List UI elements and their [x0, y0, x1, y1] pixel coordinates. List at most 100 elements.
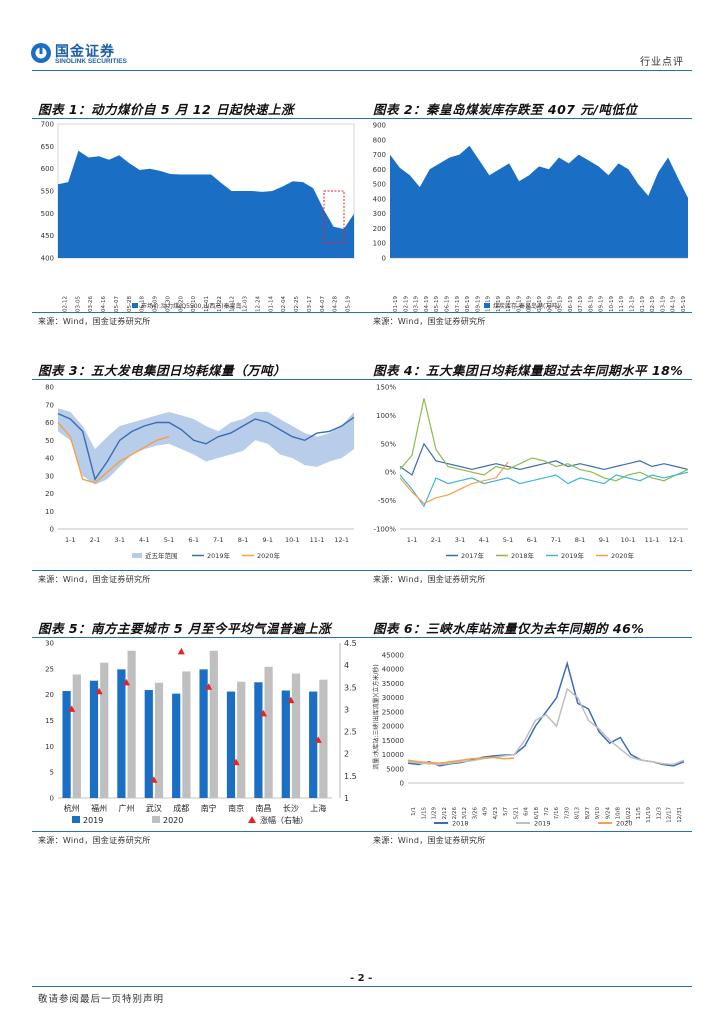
chart-3-x-tick-label: 6-1	[188, 536, 199, 544]
figure-2-title: 图表 2：秦皇岛煤炭库存跌至 407 元/吨低位	[373, 102, 638, 117]
section-label: 行业点评	[640, 57, 684, 68]
chart-6-x-tick-label: 1/15	[421, 807, 427, 820]
chart-1-legend-swatch	[132, 303, 138, 308]
chart-5-x-tick-label: 成都	[173, 803, 189, 813]
chart-1-x-tick-label: 2020-04-07	[320, 296, 326, 313]
chart-2-x-tick-label: 2019-02-19	[527, 296, 533, 313]
chart-5-marker-increase	[123, 678, 130, 686]
chart-1-x-tick-label: 2019-02-12	[62, 296, 68, 313]
chart-5-y-tick-label: 20	[45, 691, 54, 699]
chart-2-y-tick-label: 400	[373, 195, 386, 203]
chart-2-x-tick-label: 2020-05-19	[681, 296, 687, 313]
chart-5-marker-increase	[260, 709, 267, 717]
chart-4-y-tick-label: 50%	[380, 440, 396, 448]
chart-5-legend-swatch-increase	[248, 816, 256, 823]
chart-6: 0 5000 10000 15000 20000 25000 30000 35000 40000…	[372, 652, 685, 828]
chart-3-y-tick-label: 80	[45, 384, 54, 392]
chart-1-x-tick-label: 2020-01-14	[268, 296, 274, 313]
chart-2-x-tick-label: 2019-09-19	[599, 296, 605, 313]
chart-6-x-tick-label: 9/10	[595, 807, 601, 820]
figure-5-source: 来源：Wind，国金证券研究所	[38, 836, 151, 845]
chart-6-y-tick-label: 40000	[382, 666, 404, 674]
chart-3-y-tick-label: 10	[45, 508, 54, 516]
chart-5-marker-increase	[95, 687, 103, 695]
chart-2-x-tick-label: 2018-06-19	[445, 296, 451, 313]
chart-6-legend-label: 2020	[616, 820, 633, 828]
chart-5-y2-tick-label: 4	[344, 661, 349, 670]
chart-6-x-tick-label: 5/21	[513, 807, 519, 819]
chart-6-y-tick-label: 20000	[382, 723, 404, 731]
chart-6-legend-label: 2018	[452, 820, 469, 828]
chart-4-x-tick-label: 11-1	[645, 536, 660, 544]
chart-4-legend-label: 2018年	[511, 551, 535, 560]
chart-5-y-tick-label: 25	[45, 665, 54, 673]
chart-5-y-tick-label: 30	[45, 640, 54, 648]
chart-4-x-tick-label: 9-1	[599, 536, 610, 544]
chart-2-x-tick-label: 2018-08-19	[465, 296, 471, 313]
chart-3-legend-label: 2020年	[257, 551, 281, 560]
chart-3-x-tick-label: 12-1	[334, 536, 349, 544]
chart-4-x-tick-label: 6-1	[527, 536, 538, 544]
chart-4-y-tick-label: -100%	[373, 526, 396, 534]
chart-5-bar-2020	[154, 682, 164, 798]
chart-5-legend-swatch-2019	[72, 816, 80, 823]
chart-2: 0 100 200 300 400 500 600 700 800 900 2018-01-19 20…	[373, 122, 688, 313]
chart-4-legend-label: 2017年	[461, 551, 485, 560]
chart-6-x-tick-label: 10/8	[616, 807, 622, 820]
chart-5-bar-2019	[144, 690, 153, 798]
chart-2-x-tick-label: 2018-07-19	[455, 296, 461, 313]
chart-5-bar-2020	[100, 662, 109, 798]
chart-1-series-area	[58, 150, 354, 258]
chart-6-x-tick-label: 2/12	[442, 807, 448, 819]
chart-3-y-tick-label: 20	[45, 490, 54, 498]
figure-row2-bottom-rule	[32, 570, 692, 571]
chart-5-y2-tick-label: 3.5	[344, 683, 357, 692]
chart-2-x-tick-label: 2018-03-19	[414, 296, 420, 313]
chart-5-bar-2020	[237, 681, 246, 798]
figure-3-title: 图表 3：五大发电集团日均耗煤量（万吨）	[38, 363, 287, 378]
chart-2-x-tick-label: 2019-06-19	[568, 296, 574, 313]
chart-2-x-tick-label: 2018-11-19	[496, 296, 502, 313]
chart-6-x-tick-label: 11/5	[636, 807, 642, 820]
chart-6-x-tick-label: 2/26	[452, 807, 458, 820]
chart-1-y-tick-label: 400	[41, 255, 54, 263]
chart-1-x-tick-label: 2019-08-20	[178, 296, 184, 313]
chart-2-x-tick-label: 2020-02-19	[650, 296, 656, 313]
chart-1-y-tick-label: 450	[41, 232, 54, 240]
chart-1: 400 450 500 550 600 650 700 2019-02-12 2019-03-0…	[41, 121, 355, 313]
chart-3-y-tick-label: 40	[45, 455, 54, 463]
chart-6-y-tick-label: 45000	[382, 652, 404, 660]
chart-4-series-2019年	[399, 471, 689, 508]
chart-5-marker-increase	[314, 736, 322, 743]
chart-2-x-tick-label: 2018-09-19	[475, 296, 481, 313]
chart-6-x-tick-label: 7/2	[544, 807, 550, 816]
chart-6-x-tick-label: 5/7	[503, 807, 509, 816]
chart-5-x-tick-label: 南昌	[256, 803, 272, 813]
chart-3-series-band	[58, 408, 354, 485]
chart-1-highlight-box	[323, 190, 345, 244]
chart-6-y-tick-label: 0	[400, 780, 404, 788]
chart-6-y-tick-label: 5000	[386, 765, 404, 773]
chart-5-marker-increase	[232, 758, 240, 766]
chart-3-series-2020	[57, 422, 170, 484]
chart-6-x-tick-label: 6/18	[534, 807, 540, 820]
chart-2-y-tick-label: 700	[373, 151, 386, 159]
chart-2-x-tick-label: 2020-04-19	[671, 296, 677, 313]
chart-2-y-tick-label: 900	[373, 122, 386, 130]
chart-2-x-tick-label: 2019-05-19	[558, 296, 564, 313]
chart-1-x-tick-label: 2019-09-10	[191, 296, 197, 313]
chart-4-series-2017年	[399, 442, 689, 476]
chart-1-x-tick-label: 2019-10-22	[217, 296, 223, 313]
chart-6-x-tick-label: 9/24	[605, 807, 611, 820]
chart-5-marker-increase	[205, 683, 213, 690]
chart-5-x-tick-label: 武汉	[146, 803, 162, 813]
chart-2-y-tick-label: 500	[373, 181, 386, 189]
chart-5-marker-increase	[68, 705, 76, 712]
chart-4-legend-label: 2020年	[611, 551, 635, 560]
chart-3-x-tick-label: 2-1	[90, 536, 101, 544]
chart-3-x-tick-label: 3-1	[114, 536, 125, 544]
chart-5-bar-2019	[117, 669, 126, 798]
chart-3-y-tick-label: 70	[45, 401, 54, 409]
chart-1-x-tick-label: 2020-05-19	[346, 296, 352, 313]
chart-4-y-tick-label: 100%	[376, 412, 396, 420]
